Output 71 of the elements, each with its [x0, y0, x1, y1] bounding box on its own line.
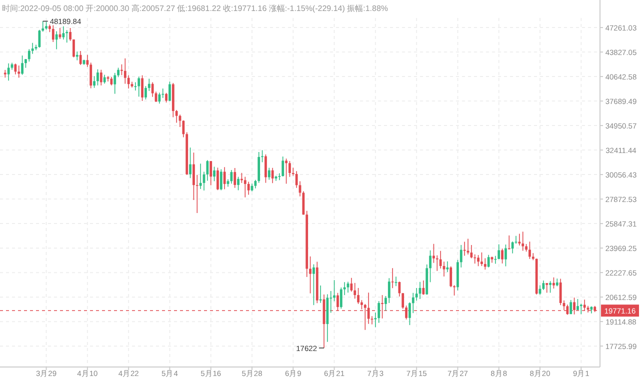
- candlestick: [480, 252, 483, 266]
- candlestick: [168, 81, 171, 102]
- candlestick: [220, 168, 222, 191]
- candlestick: [14, 63, 17, 75]
- candlestick: [96, 68, 99, 86]
- candlestick: [422, 280, 425, 296]
- candlestick: [477, 254, 480, 267]
- candlestick: [165, 92, 168, 103]
- candlestick: [237, 176, 240, 191]
- candlestick: [223, 166, 226, 190]
- candlestick: [498, 244, 500, 260]
- candlestick: [570, 300, 572, 314]
- candlestick: [487, 254, 490, 268]
- candlestick: [504, 244, 507, 267]
- candlestick: [66, 30, 68, 43]
- candlestick: [518, 233, 521, 246]
- candlestick: [282, 156, 284, 177]
- candlestick: [271, 167, 274, 184]
- candlestick: [127, 74, 130, 89]
- candlestick: [52, 24, 54, 42]
- candlestick: [522, 231, 524, 252]
- candlestick: [72, 39, 75, 58]
- candlestick: [394, 276, 398, 287]
- candlestick: [549, 280, 552, 294]
- candlestick: [514, 235, 518, 244]
- candlestick: [319, 285, 322, 304]
- candlestick: [69, 28, 72, 42]
- candlestick: [446, 260, 449, 272]
- candlestick: [436, 254, 438, 272]
- candlestick: [124, 58, 126, 84]
- candlestick: [268, 167, 270, 180]
- candlestick: [199, 163, 202, 190]
- candlestick: [247, 181, 250, 196]
- candlestick: [62, 26, 65, 40]
- candlestick: [79, 50, 82, 66]
- candlestick: [100, 69, 102, 86]
- candlestick: [216, 167, 219, 191]
- candlestick: [134, 82, 137, 91]
- candlestick: [546, 282, 548, 294]
- candlestick: [450, 266, 452, 288]
- candlestick: [158, 92, 161, 104]
- candlestick: [230, 170, 233, 184]
- candlestick: [350, 277, 353, 292]
- candlestick: [38, 29, 41, 48]
- candlestick: [378, 300, 380, 324]
- candlestick: [285, 158, 288, 184]
- candlestick: [189, 147, 192, 179]
- candlestick: [21, 55, 24, 76]
- candlestick: [312, 264, 315, 306]
- candlestick: [528, 241, 531, 260]
- candlestick: [138, 76, 140, 98]
- candlestick: [213, 166, 216, 182]
- candlestick: [114, 72, 116, 94]
- candlestick: [552, 276, 555, 289]
- candlestick: [244, 176, 246, 198]
- candlestick: [55, 30, 58, 50]
- candlestick: [388, 278, 390, 304]
- candlestick: [391, 268, 394, 288]
- candlestick: [141, 74, 144, 102]
- candlestick: [501, 248, 504, 264]
- candlestick: [234, 168, 236, 188]
- candlestick: [210, 160, 212, 186]
- candlestick: [93, 76, 96, 88]
- candlestick: [484, 258, 486, 270]
- candlestick: [18, 65, 20, 78]
- candlestick: [288, 160, 291, 178]
- candlestick: [4, 70, 6, 78]
- candlestick: [463, 241, 466, 256]
- candlestick: [7, 62, 10, 81]
- candlestick: [264, 154, 267, 184]
- chart-title: 时间:2022-09-05 08:00 开:20000.30 高:20057.27 低:19681.22 收:19771.16 涨幅:-1.15%(-229.14) 振幅:1.88%: [2, 4, 388, 13]
